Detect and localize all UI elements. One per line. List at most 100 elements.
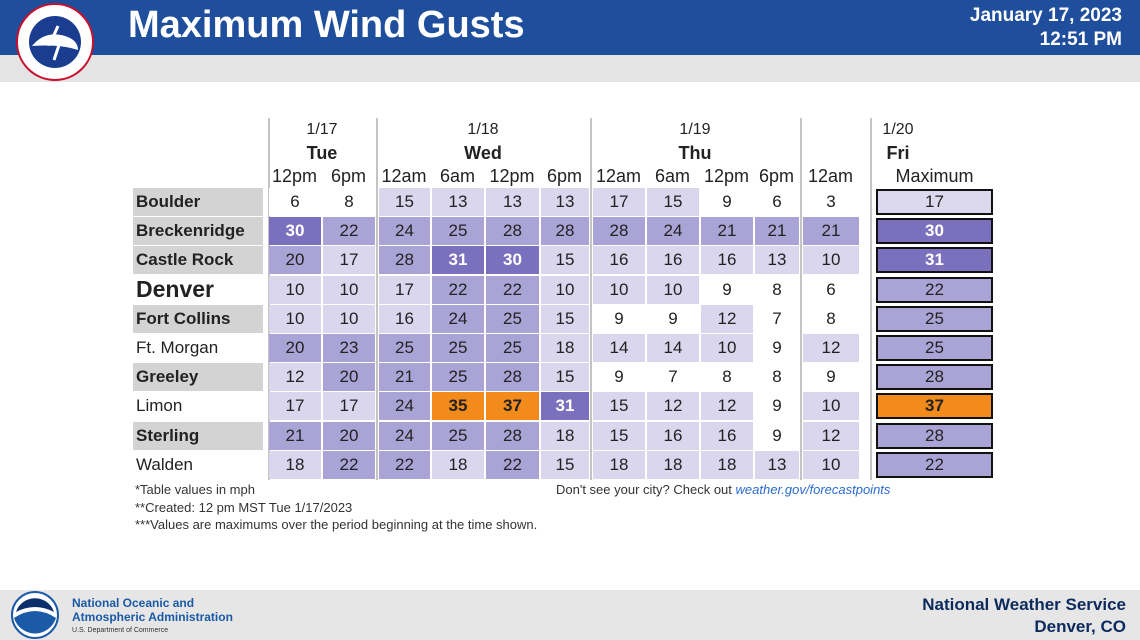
office: National Weather Service — [922, 595, 1126, 614]
time-label: 12pm — [703, 166, 750, 186]
date-label: 1/18 — [467, 121, 499, 138]
gust-cell: 9 — [755, 392, 799, 421]
gust-cell: 10 — [323, 275, 375, 304]
gust-cell: 10 — [269, 304, 321, 333]
gust-cell: 25 — [379, 334, 430, 362]
max-cell: 37 — [876, 393, 993, 420]
gust-cell: 24 — [647, 217, 699, 246]
time-label: 12am — [381, 166, 427, 186]
date-label: 1/19 — [679, 121, 711, 138]
gust-cell: 16 — [647, 421, 699, 450]
gust-cell: 13 — [432, 188, 484, 216]
gust-cell: 12 — [647, 392, 699, 421]
gust-cell: 9 — [803, 363, 859, 392]
gust-cell: 18 — [541, 334, 589, 362]
gust-cell: 9 — [593, 304, 645, 333]
gust-cell: 16 — [701, 246, 753, 275]
max-cell: 31 — [876, 247, 993, 274]
gust-cell: 21 — [803, 217, 859, 246]
separator — [376, 118, 378, 480]
gust-cell: 8 — [755, 363, 799, 392]
city-label: Boulder — [133, 188, 263, 216]
date-label: 1/20 — [882, 121, 914, 138]
gust-cell: 10 — [323, 304, 375, 333]
gust-cell: 28 — [593, 217, 645, 246]
gust-cell: 18 — [269, 450, 321, 479]
gust-cell: 24 — [379, 392, 430, 421]
city-label: Walden — [136, 454, 194, 474]
gust-cell: 20 — [269, 334, 321, 362]
noaa-line1: National Oceanic and — [72, 596, 195, 610]
gust-cell: 24 — [379, 421, 430, 450]
city-label: Greeley — [133, 363, 263, 392]
time-label: 12am — [807, 166, 854, 186]
header-bar — [0, 0, 1140, 55]
max-cell: 17 — [876, 189, 993, 215]
gust-cell: 9 — [755, 421, 799, 450]
gust-cell: 13 — [486, 188, 539, 216]
gust-cell: 6 — [755, 188, 799, 216]
gust-cell: 25 — [486, 304, 539, 333]
gust-cell: 8 — [755, 275, 799, 304]
gust-cell: 20 — [323, 421, 375, 450]
max-cell: 28 — [876, 364, 993, 391]
gust-cell: 8 — [803, 304, 859, 333]
gust-cell: 17 — [379, 275, 430, 304]
gust-cell: 10 — [701, 334, 753, 362]
day-label: Thu — [678, 143, 712, 163]
gust-cell: 15 — [647, 188, 699, 216]
max-cell: 22 — [876, 276, 993, 303]
gust-cell: 22 — [432, 275, 484, 304]
gust-cell: 25 — [432, 334, 484, 362]
time: 12:51 PM — [1039, 29, 1122, 50]
gust-cell: 16 — [701, 421, 753, 450]
gust-cell: 25 — [486, 334, 539, 362]
gust-cell: 16 — [379, 304, 430, 333]
gust-cell: 25 — [432, 217, 484, 246]
forecast-link[interactable]: weather.gov/forecastpoints — [735, 482, 891, 497]
gust-cell: 22 — [486, 275, 539, 304]
gust-cell: 14 — [647, 334, 699, 362]
gust-cell: 7 — [647, 363, 699, 392]
gust-cell: 7 — [755, 304, 799, 333]
header-strip — [0, 55, 1140, 82]
gust-cell: 10 — [803, 450, 859, 479]
gust-cell: 10 — [541, 275, 589, 304]
gust-cell: 10 — [803, 246, 859, 275]
city-label: Limon — [136, 396, 183, 416]
city-label: Breckenridge — [133, 217, 263, 246]
gust-cell: 12 — [269, 363, 321, 392]
gust-cell: 18 — [593, 450, 645, 479]
gust-cell: 9 — [701, 188, 753, 216]
gust-cell: 12 — [701, 304, 753, 333]
noaa-dept: U.S. Department of Commerce — [72, 627, 169, 634]
gust-cell: 9 — [647, 304, 699, 333]
time-label: 6am — [654, 166, 690, 186]
gust-cell: 17 — [269, 392, 321, 421]
noaa-logo — [11, 591, 59, 639]
location: Denver, CO — [1034, 617, 1126, 636]
gust-cell: 23 — [323, 334, 375, 362]
footer-bar — [0, 590, 1140, 640]
title: Maximum Wind Gusts — [128, 4, 525, 46]
gust-cell: 15 — [593, 392, 645, 421]
gust-cell: 12 — [803, 421, 859, 450]
gust-cell: 10 — [647, 275, 699, 304]
gust-cell: 31 — [432, 246, 484, 275]
time-label: 12pm — [489, 166, 535, 186]
date-label: 1/17 — [306, 121, 338, 138]
noaa-line2: Atmospheric Administration — [72, 610, 233, 624]
gust-cell: 6 — [269, 188, 321, 216]
gust-cell: 15 — [379, 188, 430, 216]
gust-cell: 28 — [541, 217, 589, 246]
gust-cell: 24 — [379, 217, 430, 246]
gust-cell: 16 — [647, 246, 699, 275]
gust-cell: 10 — [593, 275, 645, 304]
nws-logo — [16, 3, 94, 81]
time-label: 12am — [595, 166, 642, 186]
note: ***Values are maximums over the period b… — [135, 517, 538, 532]
separator — [870, 118, 872, 480]
note: **Created: 12 pm MST Tue 1/17/2023 — [135, 499, 353, 515]
gust-cell: 18 — [647, 450, 699, 479]
